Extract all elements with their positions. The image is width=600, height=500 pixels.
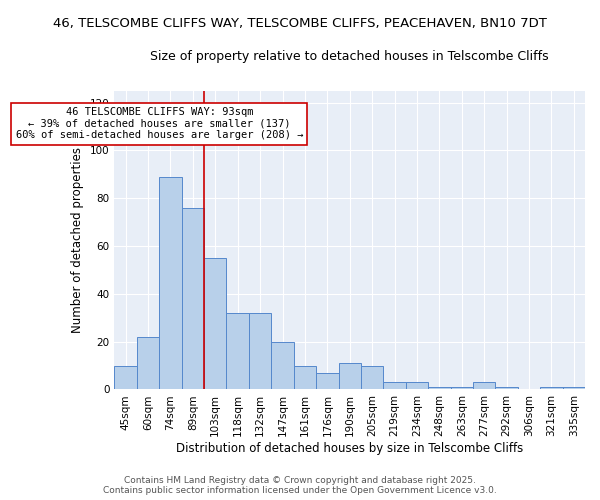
X-axis label: Distribution of detached houses by size in Telscombe Cliffs: Distribution of detached houses by size … — [176, 442, 523, 455]
Bar — [451, 387, 473, 390]
Bar — [294, 366, 316, 390]
Bar — [249, 313, 271, 390]
Text: 46, TELSCOMBE CLIFFS WAY, TELSCOMBE CLIFFS, PEACEHAVEN, BN10 7DT: 46, TELSCOMBE CLIFFS WAY, TELSCOMBE CLIF… — [53, 18, 547, 30]
Bar — [204, 258, 226, 390]
Y-axis label: Number of detached properties: Number of detached properties — [71, 147, 84, 333]
Bar — [271, 342, 294, 390]
Bar — [361, 366, 383, 390]
Bar — [182, 208, 204, 390]
Title: Size of property relative to detached houses in Telscombe Cliffs: Size of property relative to detached ho… — [151, 50, 549, 63]
Text: 46 TELSCOMBE CLIFFS WAY: 93sqm
← 39% of detached houses are smaller (137)
60% of: 46 TELSCOMBE CLIFFS WAY: 93sqm ← 39% of … — [16, 108, 303, 140]
Bar — [428, 387, 451, 390]
Bar — [540, 387, 563, 390]
Bar — [383, 382, 406, 390]
Bar — [496, 387, 518, 390]
Bar — [226, 313, 249, 390]
Bar — [137, 337, 159, 390]
Bar — [563, 387, 585, 390]
Bar — [316, 372, 338, 390]
Bar — [115, 366, 137, 390]
Bar — [159, 176, 182, 390]
Bar — [338, 363, 361, 390]
Bar — [406, 382, 428, 390]
Text: Contains HM Land Registry data © Crown copyright and database right 2025.
Contai: Contains HM Land Registry data © Crown c… — [103, 476, 497, 495]
Bar — [473, 382, 496, 390]
